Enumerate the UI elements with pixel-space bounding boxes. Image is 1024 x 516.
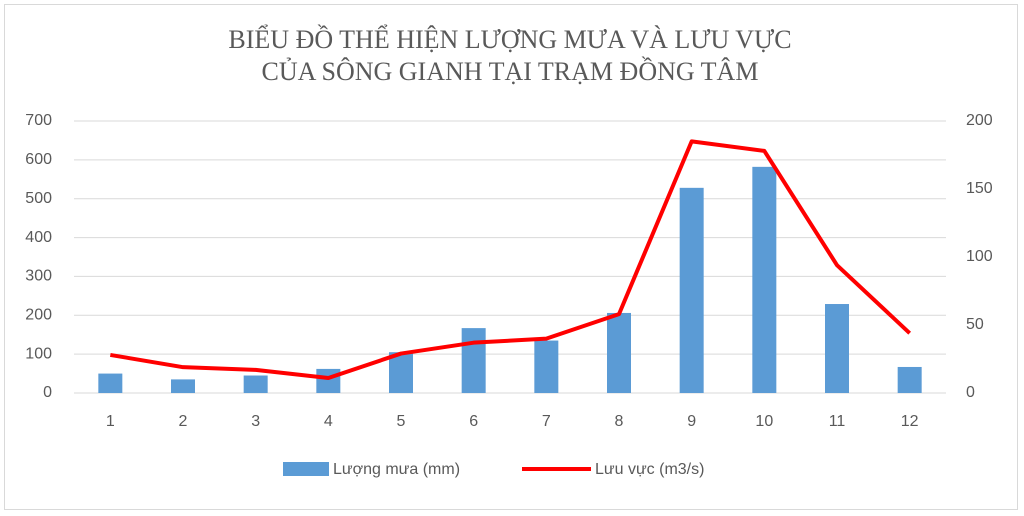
y-tick-label: 200 [25,307,52,324]
y-tick-label: 100 [25,345,52,362]
x-tick-label: 4 [324,413,333,430]
y-tick-label: 500 [25,190,52,207]
x-tick-label: 8 [615,413,624,430]
chart-title: CỦA SÔNG GIANH TẠI TRẠM ĐỒNG TÂM [262,57,759,86]
bar [607,312,631,393]
y-tick-label: 300 [25,268,52,285]
line [110,139,912,381]
chart-frame [4,4,1018,510]
y2-tick-label: 150 [966,180,993,197]
x-tick-label: 12 [901,413,919,430]
x-tick-label: 5 [397,413,406,430]
bar [461,328,486,393]
x-tick-label: 11 [829,413,846,430]
y-tick-label: 0 [43,384,52,401]
y2-tick-label: 100 [966,248,993,265]
chart-title: BIỂU ĐỒ THỂ HIỆN LƯỢNG MƯA VÀ LƯU VỰC [228,25,791,54]
x-tick-label: 7 [542,413,551,430]
y-tick-label: 600 [25,151,52,168]
x-tick-label: 2 [179,413,188,430]
x-tick-label: 3 [251,413,260,430]
bar [171,379,195,393]
y2-tick-label: 0 [966,384,975,401]
bar [679,187,704,393]
legend-label: Lượng mưa (mm) [333,461,460,478]
y2-tick-label: 50 [966,316,984,333]
x-tick-label: 1 [106,413,115,430]
bar [243,375,268,393]
bar [897,366,922,393]
bar [752,166,777,393]
y2-tick-label: 200 [966,112,993,129]
bar [389,352,413,393]
y-tick-label: 400 [25,229,52,246]
x-tick-label: 10 [755,413,773,430]
legend-label: Lưu vực (m3/s) [595,461,704,478]
bar [534,340,559,393]
x-tick-label: 9 [687,413,696,430]
x-tick-label: 6 [469,413,478,430]
bar [98,373,123,393]
y-tick-label: 700 [25,112,52,129]
legend-swatch [283,462,329,476]
bar [316,368,341,393]
bar [825,304,849,393]
